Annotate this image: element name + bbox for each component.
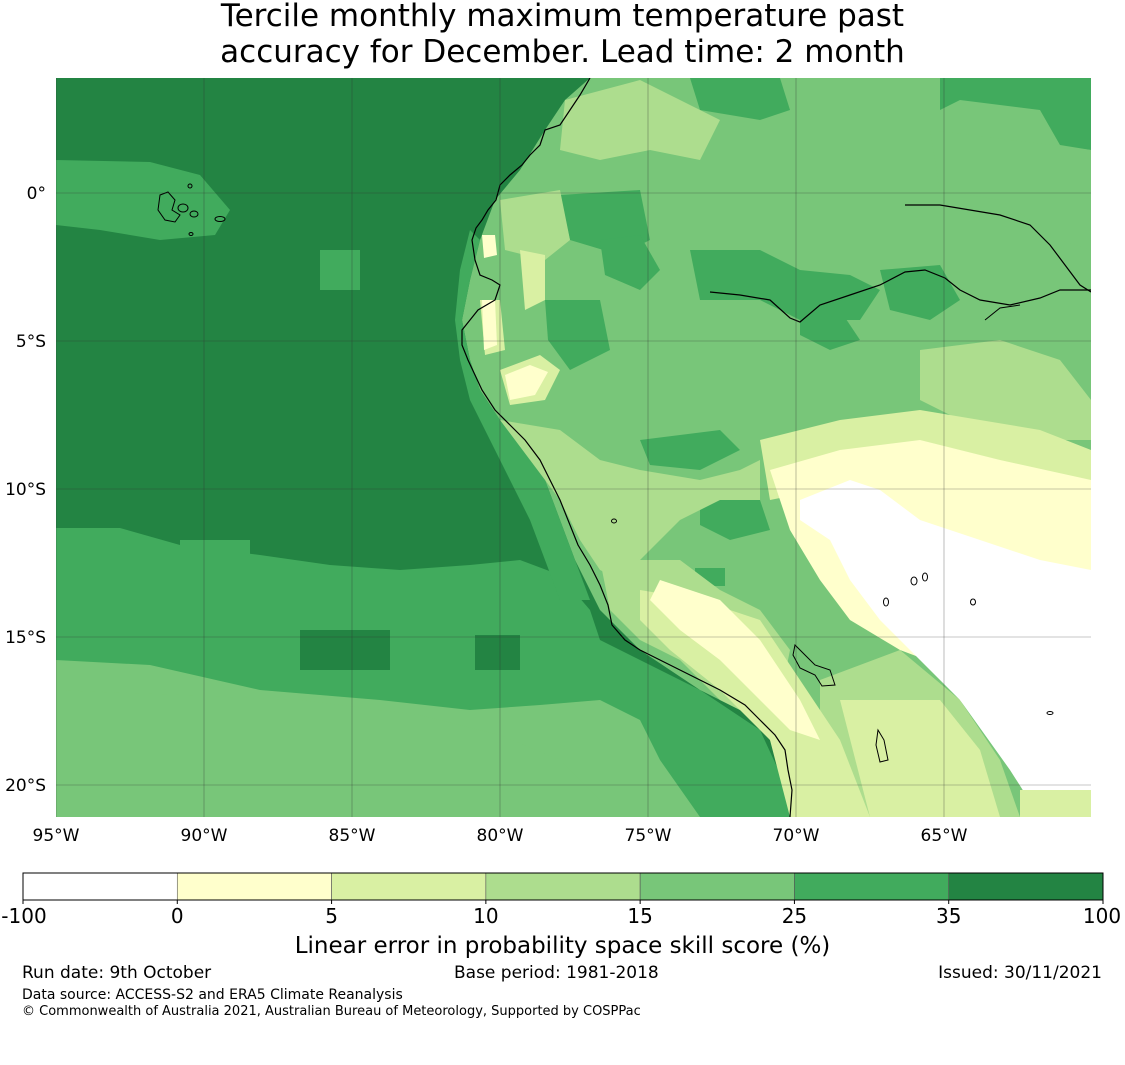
land-light-patch (500, 190, 570, 260)
land-pale-band (640, 590, 870, 817)
land-patch (880, 265, 960, 320)
latitude-label: 10°S (5, 480, 46, 500)
small-lake (1046, 711, 1054, 715)
amazon-river (709, 269, 1091, 323)
land-cream-patch (482, 300, 497, 350)
small-lake (922, 572, 928, 582)
small-lake (883, 597, 889, 607)
copyright: © Commonwealth of Australia 2021, Austra… (22, 1004, 641, 1019)
region-galapagos (56, 160, 230, 240)
colorbar-tick-label: 5 (325, 904, 338, 928)
land-light-patch (560, 80, 720, 160)
colorbar-tick-label: -100 (1, 904, 46, 928)
land-cream-strip (650, 580, 820, 740)
colorbar-title: Linear error in probability space skill … (294, 933, 831, 959)
ocean-patch (300, 630, 390, 670)
land-cream-patch (505, 365, 548, 400)
galapagos-island (214, 216, 226, 222)
galapagos-island (177, 203, 189, 213)
negro-river (905, 204, 1091, 293)
colorbar-tick-label: 35 (936, 904, 961, 928)
galapagos-island (189, 210, 199, 218)
map-title-line-1: Tercile monthly maximum temperature past (220, 0, 905, 34)
land-cream-patch (482, 235, 497, 258)
colorbar-segment (485, 872, 641, 901)
longitude-label: 80°W (477, 826, 524, 846)
colorbar-segment (176, 872, 332, 901)
latitude-label: 5°S (16, 332, 46, 352)
latitude-label: 20°S (5, 776, 46, 796)
issued-date: Issued: 30/11/2021 (938, 963, 1102, 983)
small-lake (611, 518, 617, 524)
data-source: Data source: ACCESS-S2 and ERA5 Climate … (22, 987, 403, 1003)
galapagos-island (187, 183, 193, 189)
lake-titicaca (792, 643, 836, 687)
ocean-patch (180, 540, 250, 575)
ocean-patch (320, 250, 360, 290)
base-period: Base period: 1981-2018 (454, 963, 659, 983)
coastal-strip (455, 230, 590, 600)
skill-map-area (56, 78, 1091, 817)
colorbar-tick-label: 25 (782, 904, 807, 928)
colorbar-segment (639, 872, 795, 901)
longitude-label: 70°W (773, 826, 820, 846)
colorbar-segment (794, 872, 950, 901)
longitude-label: 95°W (33, 826, 80, 846)
latitude-label: 15°S (5, 628, 46, 648)
run-date: Run date: 9th October (22, 963, 212, 983)
map-title-line-2: accuracy for December. Lead time: 2 mont… (220, 34, 905, 70)
land-patch (700, 500, 770, 540)
colorbar-segment (948, 872, 1104, 901)
land-patch (930, 130, 1091, 250)
lake-poopo (875, 728, 889, 763)
small-lake (970, 598, 976, 606)
land-patch (940, 78, 1091, 150)
land-light-band (500, 420, 760, 580)
river-branch (984, 304, 1021, 321)
land-patch (640, 430, 740, 470)
land-light-band (920, 340, 1091, 440)
gridlines (56, 78, 1091, 817)
longitude-label: 85°W (329, 826, 376, 846)
land-white-region (960, 700, 1091, 817)
longitude-label: 75°W (625, 826, 672, 846)
colorbar-tick-label: 10 (473, 904, 498, 928)
colorbar-tick-label: 100 (1083, 904, 1121, 928)
coastline (461, 78, 793, 817)
colorbar-tick-label: 15 (627, 904, 652, 928)
latitude-labels: 0° 5°S 10°S 15°S 20°S (5, 184, 46, 796)
small-lake (910, 576, 918, 586)
colorbar-tick-labels: -100 0 5 10 15 25 35 100 (1, 900, 1121, 928)
colorbar (22, 872, 1104, 901)
land-pale-band (840, 700, 1000, 817)
colorbar-border (22, 872, 1104, 901)
colorbar-tick-label: 0 (171, 904, 184, 928)
longitude-label: 65°W (921, 826, 968, 846)
land-patch (800, 310, 860, 350)
galapagos-island (188, 232, 194, 236)
galapagos-island (157, 191, 181, 223)
land-patch (600, 235, 660, 290)
colorbar-segment (22, 872, 178, 901)
land-patch (690, 250, 880, 320)
longitude-label: 90°W (181, 826, 228, 846)
land-patch (545, 300, 610, 370)
land-patch (690, 78, 790, 120)
ocean-patch (475, 635, 520, 670)
colorbar-segment (331, 872, 487, 901)
longitude-labels: 95°W 90°W 85°W 80°W 75°W 70°W 65°W (33, 826, 968, 846)
land-pale-patch (520, 250, 545, 310)
land-pale-patch (1020, 790, 1091, 817)
latitude-label: 0° (27, 184, 46, 204)
